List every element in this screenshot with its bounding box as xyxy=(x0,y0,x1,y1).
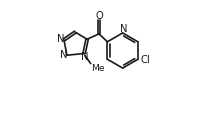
Text: N: N xyxy=(119,24,126,34)
Text: N: N xyxy=(81,52,88,62)
Text: Me: Me xyxy=(91,64,104,73)
Text: Cl: Cl xyxy=(140,55,150,65)
Text: N: N xyxy=(59,50,67,60)
Text: O: O xyxy=(95,11,102,21)
Text: N: N xyxy=(57,34,64,44)
